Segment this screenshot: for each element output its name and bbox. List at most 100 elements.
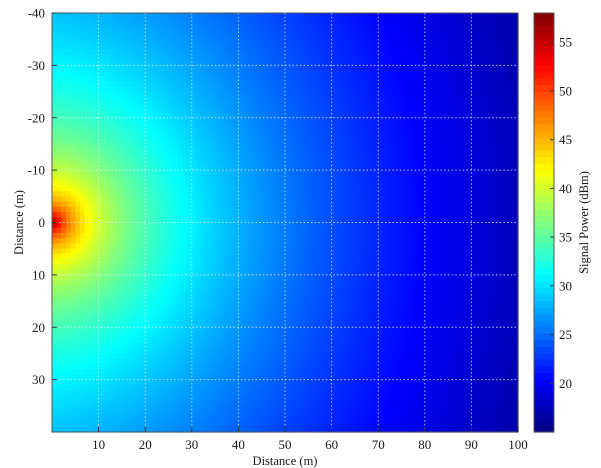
heatmap-cell xyxy=(257,311,263,318)
heatmap-cell xyxy=(84,384,90,391)
heatmap-cell xyxy=(135,416,142,423)
heatmap-cell xyxy=(317,264,323,271)
heatmap-cell xyxy=(52,117,58,124)
heatmap-cell xyxy=(145,222,151,229)
heatmap-cell xyxy=(243,28,249,35)
heatmap-cell xyxy=(168,426,174,433)
heatmap-cell xyxy=(61,301,67,307)
heatmap-cell xyxy=(308,301,314,307)
heatmap-cell xyxy=(224,154,230,161)
heatmap-cell xyxy=(271,65,277,72)
heatmap-cell xyxy=(210,342,216,349)
heatmap-cell xyxy=(261,102,267,108)
heatmap-cell xyxy=(84,196,90,203)
heatmap-cell xyxy=(117,353,123,360)
heatmap-cell xyxy=(93,75,100,82)
heatmap-cell xyxy=(298,285,305,292)
heatmap-cell xyxy=(117,60,123,66)
heatmap-cell xyxy=(322,374,328,381)
heatmap-cell xyxy=(187,13,193,19)
heatmap-cell xyxy=(224,201,230,208)
heatmap-cell xyxy=(75,122,81,129)
heatmap-cell xyxy=(238,253,244,260)
heatmap-cell xyxy=(61,54,67,61)
heatmap-cell xyxy=(205,201,212,208)
heatmap-cell xyxy=(187,86,193,93)
heatmap-cell xyxy=(163,311,170,318)
heatmap-cell xyxy=(103,138,109,145)
heatmap-cell xyxy=(308,363,314,370)
heatmap-cell xyxy=(135,290,142,297)
heatmap-cell xyxy=(154,395,160,402)
heatmap-cell xyxy=(215,285,221,292)
heatmap-cell xyxy=(238,290,244,297)
heatmap-cell xyxy=(56,54,62,61)
heatmap-cell xyxy=(159,353,165,360)
heatmap-cell xyxy=(205,353,212,360)
heatmap-cell xyxy=(145,117,151,124)
heatmap-cell xyxy=(233,217,239,224)
heatmap-cell xyxy=(215,138,221,145)
heatmap-cell xyxy=(65,180,72,187)
heatmap-cell xyxy=(317,201,323,208)
heatmap-cell xyxy=(257,369,263,375)
heatmap-cell xyxy=(285,65,291,72)
heatmap-cell xyxy=(336,96,342,103)
heatmap-cell xyxy=(322,18,328,25)
heatmap-cell xyxy=(289,39,295,46)
heatmap-cell xyxy=(285,143,291,150)
heatmap-cell xyxy=(173,212,179,218)
heatmap-cell xyxy=(308,212,314,218)
heatmap-cell xyxy=(219,363,226,370)
heatmap-cell xyxy=(52,54,58,61)
heatmap-cell xyxy=(89,332,95,339)
heatmap-cell xyxy=(84,112,90,119)
heatmap-cell xyxy=(65,243,72,250)
heatmap-cell xyxy=(154,212,160,218)
heatmap-cell xyxy=(75,332,81,339)
heatmap-cell xyxy=(261,86,267,93)
heatmap-cell xyxy=(75,138,81,145)
heatmap-cell xyxy=(271,70,277,77)
heatmap-cell xyxy=(65,332,72,339)
heatmap-cell xyxy=(52,222,58,229)
heatmap-cell xyxy=(98,159,104,166)
heatmap-cell xyxy=(52,70,58,77)
heatmap-cell xyxy=(149,285,156,292)
heatmap-cell xyxy=(238,128,244,135)
heatmap-cell xyxy=(154,337,160,344)
heatmap-cell xyxy=(261,70,267,77)
heatmap-cell xyxy=(112,342,118,349)
heatmap-cell xyxy=(173,18,179,25)
heatmap-cell xyxy=(205,253,212,260)
heatmap-cell xyxy=(252,75,258,82)
heatmap-cell xyxy=(289,191,295,197)
heatmap-cell xyxy=(187,185,193,192)
heatmap-cell xyxy=(159,185,165,192)
heatmap-cell xyxy=(224,416,230,423)
heatmap-cell xyxy=(289,290,295,297)
heatmap-cell xyxy=(89,311,95,318)
heatmap-cell xyxy=(56,264,62,271)
heatmap-cell xyxy=(322,416,328,423)
heatmap-cell xyxy=(215,149,221,156)
heatmap-cell xyxy=(266,206,272,213)
heatmap-cell xyxy=(79,107,86,114)
heatmap-cell xyxy=(238,28,244,35)
heatmap-cell xyxy=(70,363,76,370)
heatmap-cell xyxy=(149,170,156,176)
heatmap-cell xyxy=(182,117,188,124)
heatmap-cell xyxy=(322,322,328,328)
heatmap-cell xyxy=(266,348,272,355)
heatmap-cell xyxy=(326,164,333,171)
heatmap-cell xyxy=(196,274,202,281)
heatmap-cell xyxy=(177,379,184,386)
heatmap-cell xyxy=(257,23,263,30)
heatmap-cell xyxy=(84,369,90,375)
heatmap-cell xyxy=(135,102,142,108)
heatmap-cell xyxy=(336,175,342,182)
heatmap-cell xyxy=(261,39,267,46)
heatmap-cell xyxy=(61,322,67,328)
heatmap-cell xyxy=(326,332,333,339)
heatmap-cell xyxy=(294,75,300,82)
